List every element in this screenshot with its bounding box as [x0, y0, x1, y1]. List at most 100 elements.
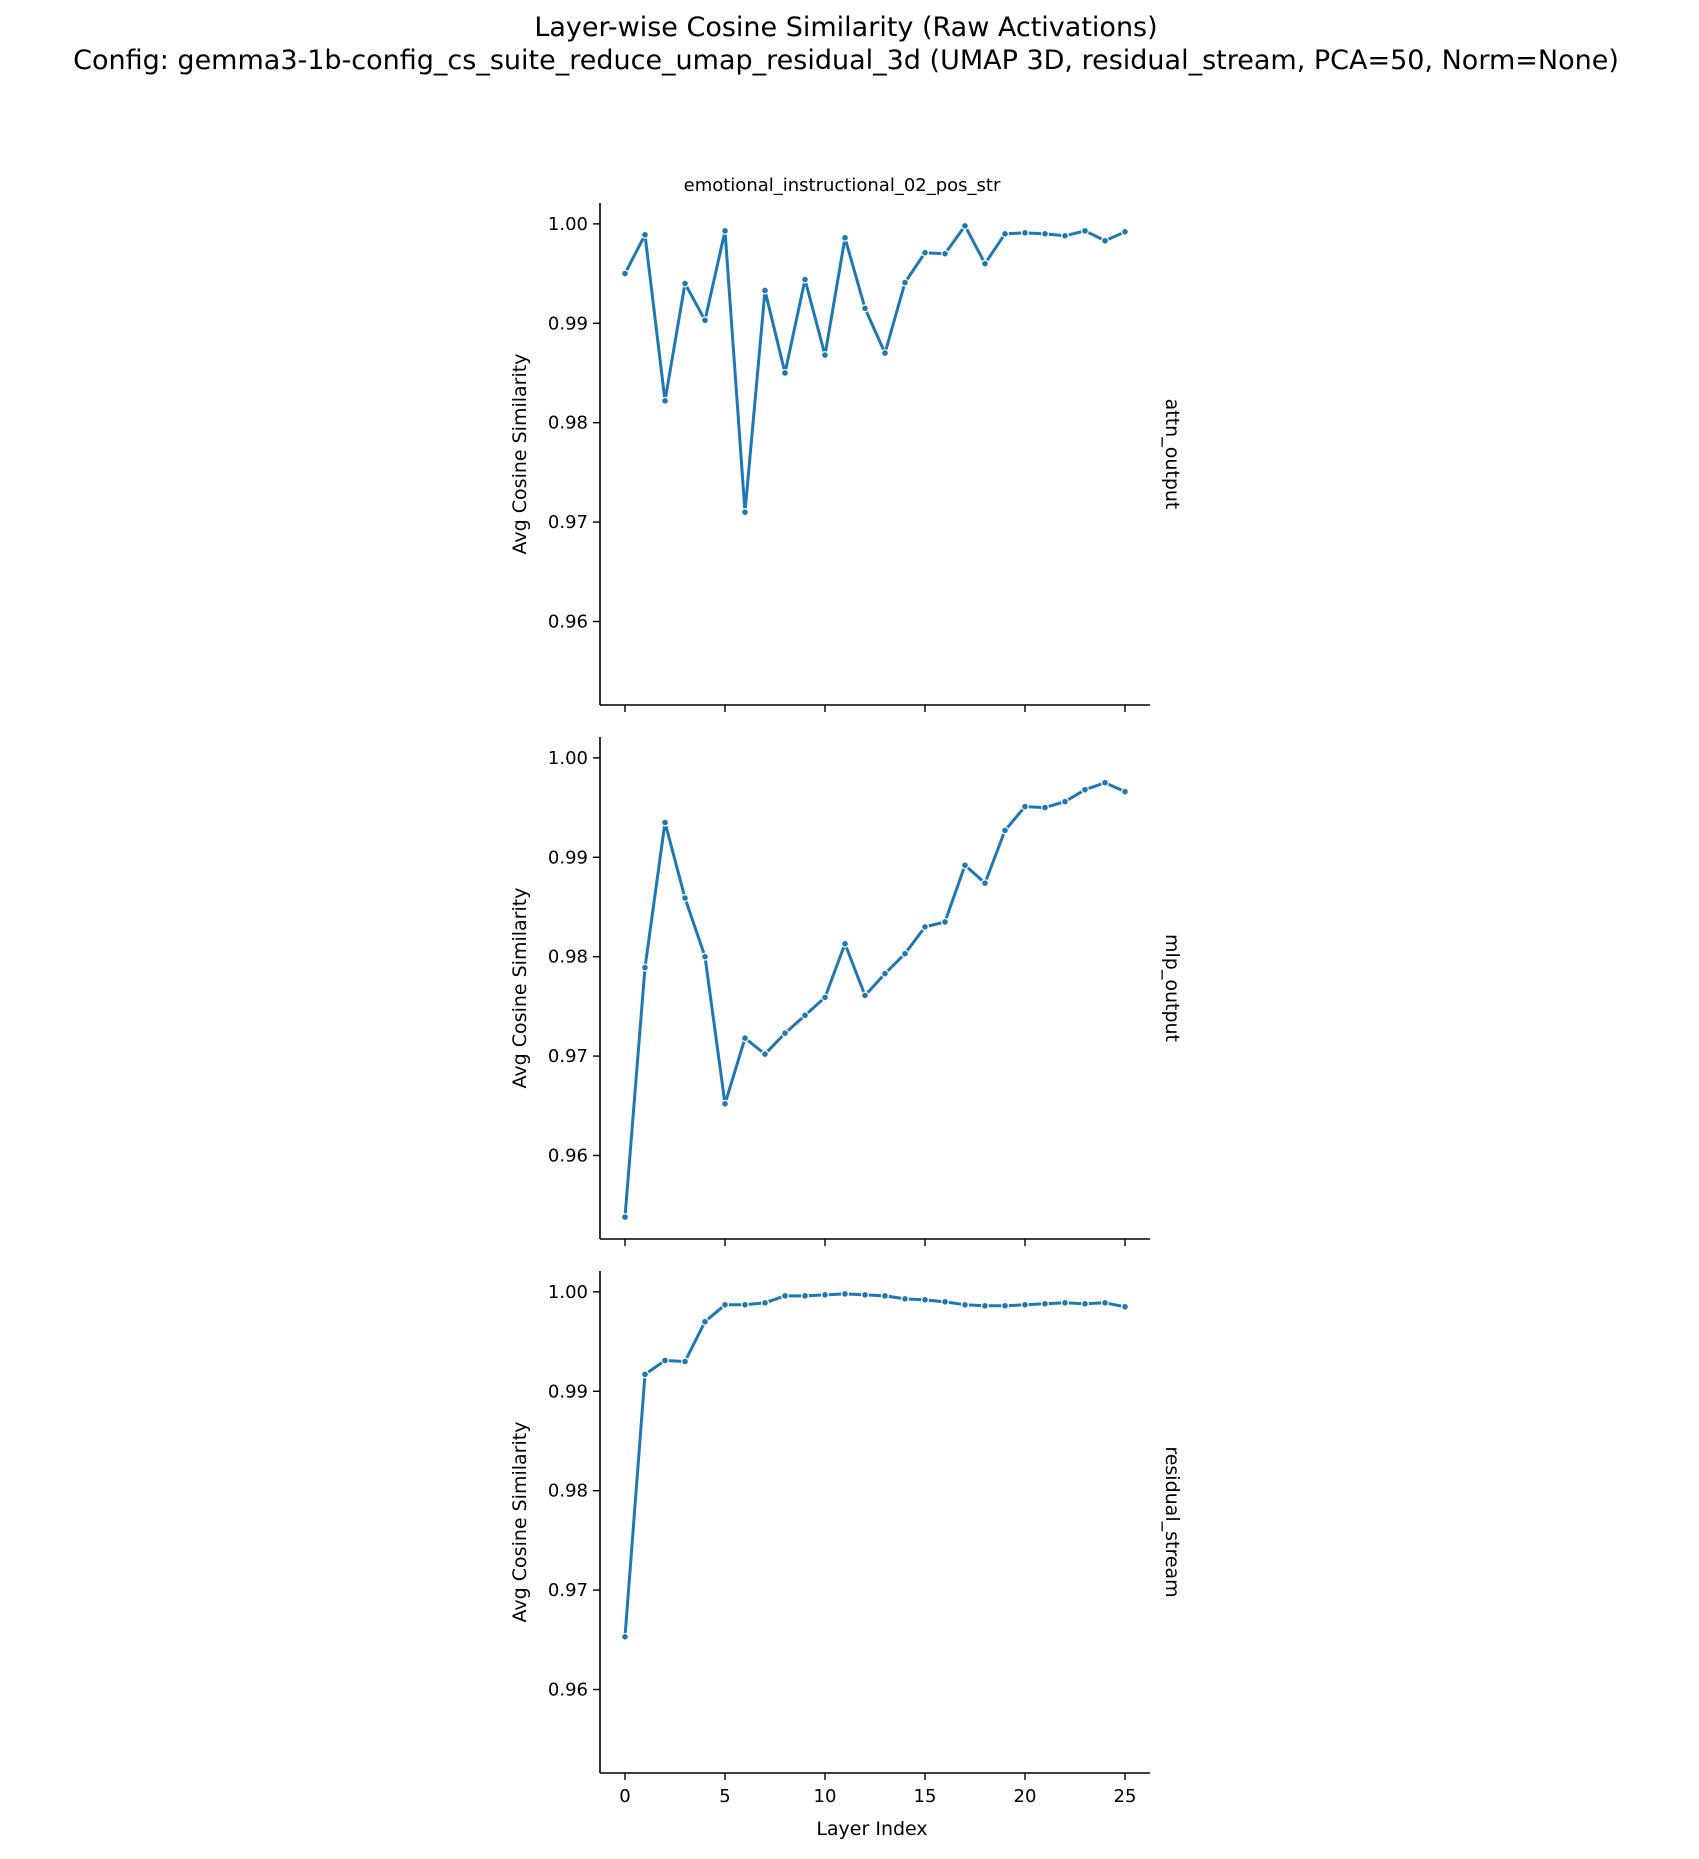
data-point: [800, 275, 809, 284]
x-tick-label: 5: [719, 1786, 730, 1807]
data-point: [680, 1357, 689, 1366]
y-tick-label: 0.96: [548, 611, 588, 632]
data-point: [860, 304, 869, 313]
data-point: [880, 349, 889, 358]
y-tick-label: 0.99: [548, 847, 588, 868]
data-point: [700, 316, 709, 325]
data-point: [640, 230, 649, 239]
y-tick-label: 0.97: [548, 512, 588, 533]
data-point: [1100, 1298, 1109, 1307]
data-point: [700, 952, 709, 961]
data-point: [1080, 1299, 1089, 1308]
data-point: [1000, 1301, 1009, 1310]
y-tick-label: 1.00: [548, 1282, 588, 1303]
y-tick-label: 0.97: [548, 1046, 588, 1067]
data-point: [880, 1291, 889, 1300]
data-point: [840, 1289, 849, 1298]
figure-subtitle: Config: gemma3-1b-config_cs_suite_reduce…: [73, 45, 1619, 76]
y-tick-label: 0.99: [548, 1381, 588, 1402]
data-point: [660, 396, 669, 405]
data-point: [1040, 803, 1049, 812]
data-point: [960, 1300, 969, 1309]
data-point: [960, 221, 969, 230]
data-point: [680, 279, 689, 288]
data-point: [820, 993, 829, 1002]
data-point: [740, 508, 749, 517]
y-axis-label: Avg Cosine Similarity: [509, 888, 531, 1089]
data-point: [980, 259, 989, 268]
column-title: emotional_instructional_02_pos_str: [684, 175, 1001, 196]
data-point: [900, 278, 909, 287]
data-point: [920, 922, 929, 931]
data-point: [900, 949, 909, 958]
y-tick-label: 0.98: [548, 413, 588, 434]
y-tick-label: 0.98: [548, 947, 588, 968]
data-point: [860, 1290, 869, 1299]
data-point: [940, 249, 949, 258]
data-point: [920, 1295, 929, 1304]
data-point: [1020, 1300, 1029, 1309]
data-point: [960, 861, 969, 870]
panel-residual_stream: 0.96 0.97 0.98 0.99 1.00 0 5 10 15 20 25 Avg Cosine…: [509, 1271, 1183, 1840]
data-point: [920, 248, 929, 257]
figure-title: Layer-wise Cosine Similarity (Raw Activa…: [534, 12, 1157, 43]
data-point: [740, 1034, 749, 1043]
data-point: [980, 1301, 989, 1310]
data-point: [940, 917, 949, 926]
y-axis-label: Avg Cosine Similarity: [509, 354, 531, 555]
y-tick-label: 0.98: [548, 1481, 588, 1502]
y-tick-label: 0.96: [548, 1679, 588, 1700]
data-point: [820, 1290, 829, 1299]
data-point: [1020, 802, 1029, 811]
data-point: [1080, 226, 1089, 235]
panel-attn_output: 0.96 0.97 0.98 0.99 1.00 Avg Cosine Similarit…: [509, 203, 1183, 712]
data-point: [1040, 1299, 1049, 1308]
row-label-mlp_output: mlp_output: [1161, 934, 1183, 1042]
data-point: [1040, 229, 1049, 238]
data-point: [1060, 1298, 1069, 1307]
row-label-attn_output: attn_output: [1161, 399, 1183, 510]
x-tick-label: 20: [1014, 1786, 1037, 1807]
x-tick-label: 25: [1114, 1786, 1137, 1807]
data-point: [780, 1291, 789, 1300]
x-tick-label: 15: [914, 1786, 937, 1807]
data-point: [620, 269, 629, 278]
data-point: [680, 894, 689, 903]
data-point: [720, 226, 729, 235]
data-point: [720, 1300, 729, 1309]
data-point: [640, 963, 649, 972]
y-axis-label: Avg Cosine Similarity: [509, 1422, 531, 1623]
data-point: [720, 1099, 729, 1108]
y-tick-label: 0.96: [548, 1145, 588, 1166]
x-tick-label: 0: [619, 1786, 630, 1807]
data-point: [660, 1356, 669, 1365]
data-point: [700, 1317, 709, 1326]
data-point: [800, 1011, 809, 1020]
x-axis-label: Layer Index: [816, 1818, 927, 1840]
data-point: [1120, 787, 1129, 796]
data-point: [880, 969, 889, 978]
data-point: [800, 1291, 809, 1300]
data-point: [1060, 231, 1069, 240]
panel-mlp_output: 0.96 0.97 0.98 0.99 1.00 Avg Cosine Similarit…: [509, 737, 1183, 1246]
y-tick-label: 0.99: [548, 313, 588, 334]
data-point: [1120, 227, 1129, 236]
data-point: [780, 368, 789, 377]
data-point: [1020, 228, 1029, 237]
data-point: [1000, 826, 1009, 835]
data-point: [980, 879, 989, 888]
facet-grid: 0.96 0.97 0.98 0.99 1.00 Avg Cosine Similarit…: [509, 203, 1183, 1840]
y-tick-label: 1.00: [548, 214, 588, 235]
x-tick-label: 10: [814, 1786, 837, 1807]
row-label-residual_stream: residual_stream: [1161, 1446, 1183, 1597]
data-point: [820, 351, 829, 360]
data-point: [1060, 797, 1069, 806]
data-point: [740, 1300, 749, 1309]
data-point: [840, 233, 849, 242]
data-point: [900, 1294, 909, 1303]
data-point: [620, 1213, 629, 1222]
data-point: [620, 1632, 629, 1641]
data-point: [780, 1029, 789, 1038]
